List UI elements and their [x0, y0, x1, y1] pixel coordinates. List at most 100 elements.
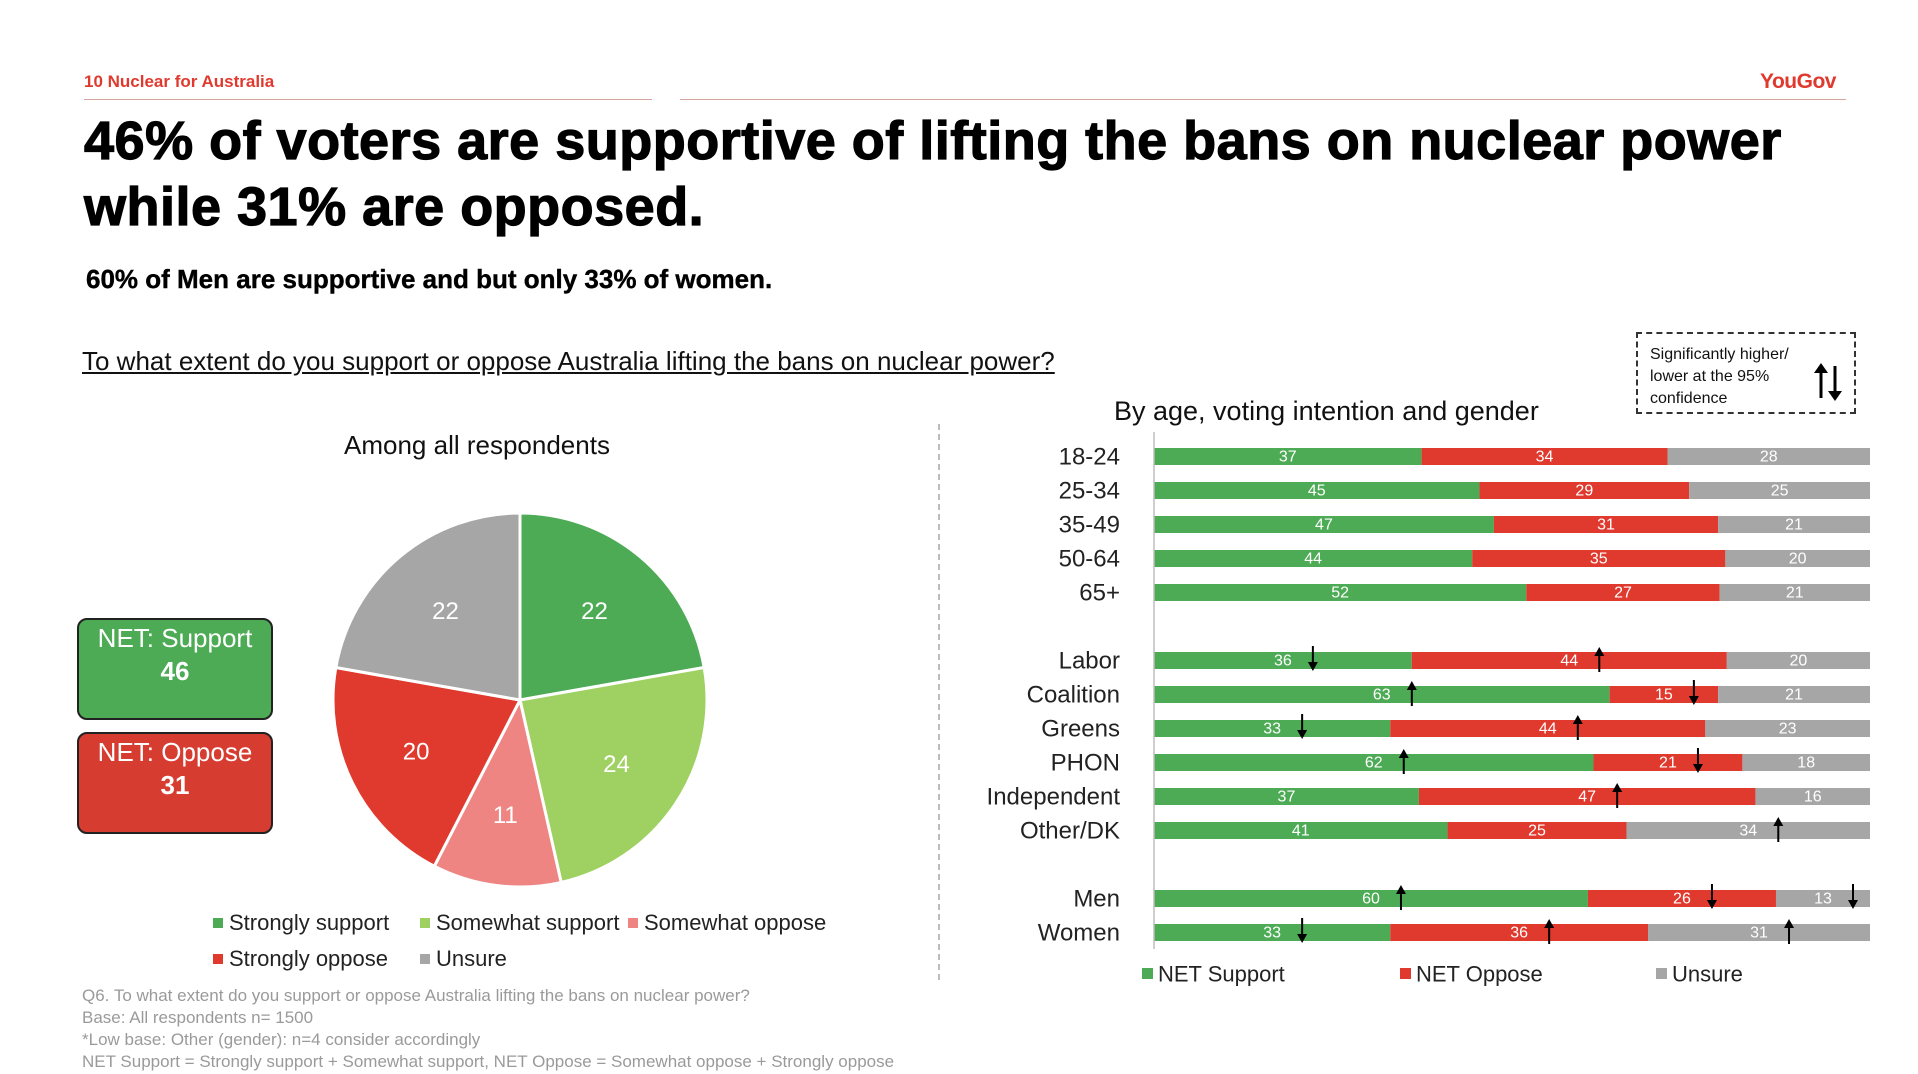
pie-chart: 22 24 11 20 22: [331, 511, 709, 889]
bar-value-label: 60: [1362, 891, 1380, 908]
bar-segment-net-oppose: [1526, 584, 1720, 601]
bar-row-label: 35-49: [1059, 512, 1120, 539]
pie-legend-item-strongly-support: Strongly support: [213, 910, 389, 936]
legend-label: NET Oppose: [1416, 962, 1543, 987]
bar-segment-net-support: [1154, 924, 1391, 941]
bar-value-label: 29: [1575, 483, 1593, 500]
bar-row-label: Coalition: [1027, 682, 1120, 709]
bar-segment-net-oppose: [1390, 720, 1706, 737]
yougov-logo: YouGov: [1760, 70, 1836, 93]
pie-label-strongly-support: 22: [581, 598, 608, 625]
bar-value-label: 25: [1771, 483, 1789, 500]
bar-value-label: 34: [1536, 449, 1554, 466]
legend-swatch: [1656, 968, 1667, 979]
legend-label: Somewhat oppose: [644, 910, 827, 935]
legend-swatch: [213, 918, 223, 928]
bar-segment-unsure: [1689, 482, 1870, 499]
bar-value-label: 31: [1750, 925, 1768, 942]
net-support-box: NET: Support 46: [77, 618, 273, 720]
bar-value-label: 41: [1292, 823, 1310, 840]
bar-value-label: 36: [1510, 925, 1528, 942]
legend-swatch: [1142, 968, 1153, 979]
bar-segment-net-oppose: [1411, 652, 1727, 669]
footnote-line: Q6. To what extent do you support or opp…: [82, 986, 750, 1005]
bar-segment-unsure: [1719, 584, 1870, 601]
header-rule-left: [84, 99, 652, 100]
footnote-line: NET Support = Strongly support + Somewha…: [82, 1052, 895, 1071]
significance-arrow-up-icon: [1773, 817, 1784, 842]
bar-segment-net-oppose: [1390, 924, 1649, 941]
pie-label-somewhat-oppose: 11: [493, 802, 518, 829]
bar-segment-unsure: [1626, 822, 1870, 839]
bar-segment-net-support: [1154, 720, 1391, 737]
legend-label: NET Support: [1158, 962, 1285, 987]
legend-swatch: [1400, 968, 1411, 979]
significance-arrow-down-icon: [1297, 918, 1308, 943]
bar-legend-item-unsure: Unsure: [1656, 962, 1743, 987]
bar-legend-item-net-oppose: NET Oppose: [1400, 962, 1543, 987]
significance-arrow-up-icon: [1572, 715, 1583, 740]
bar-value-label: 33: [1263, 925, 1281, 942]
footnote-line: Base: All respondents n= 1500: [82, 1008, 314, 1027]
bar-row-label: 65+: [1079, 580, 1120, 607]
bar-value-label: 33: [1263, 721, 1281, 738]
bar-segment-net-support: [1154, 448, 1422, 465]
significance-note-text: Significantly higher/ lower at the 95% c…: [1650, 346, 1789, 407]
pie-legend-item-somewhat-support: Somewhat support: [420, 910, 619, 936]
bar-legend-item-net-support: NET Support: [1142, 962, 1285, 987]
section-label: 10 Nuclear for Australia: [84, 72, 275, 91]
bar-segment-unsure: [1726, 652, 1870, 669]
pie-slice-somewhat-support: [518, 665, 709, 885]
significance-arrow-up-icon: [1406, 681, 1417, 706]
bar-value-label: 20: [1789, 551, 1807, 568]
bar-segment-net-oppose: [1479, 482, 1690, 499]
bar-value-label: 63: [1373, 687, 1391, 704]
pie-label-somewhat-support: 24: [603, 751, 630, 778]
bar-row-label: Women: [1038, 920, 1120, 947]
significance-arrow-up-icon: [1612, 783, 1623, 808]
pie-chart-title: Among all respondents: [344, 430, 610, 460]
legend-swatch: [420, 954, 430, 964]
bar-segment-net-oppose: [1493, 516, 1719, 533]
bar-segment-net-support: [1154, 788, 1419, 805]
stacked-bar-chart: 18-24 37 34 28 25-34 45 29 25 35-49 47 31 21 50-64 44…: [987, 432, 1870, 987]
bar-chart-title: By age, voting intention and gender: [1114, 396, 1539, 426]
bar-segment-unsure: [1755, 788, 1870, 805]
up-down-arrows-icon: [1814, 363, 1842, 401]
bar-segment-net-oppose: [1593, 754, 1743, 771]
significance-arrow-down-icon: [1706, 884, 1717, 909]
bar-value-label: 44: [1539, 721, 1557, 738]
legend-swatch: [213, 954, 223, 964]
pie-slice-strongly-oppose: [331, 665, 523, 869]
bar-value-label: 15: [1655, 687, 1673, 704]
bar-value-label: 31: [1597, 517, 1615, 534]
bar-segment-unsure: [1725, 550, 1870, 567]
bar-segment-unsure: [1705, 720, 1870, 737]
bar-value-label: 47: [1578, 789, 1596, 806]
bar-row-label: Independent: [987, 784, 1121, 811]
net-support-value: 46: [160, 656, 190, 686]
legend-label: Strongly oppose: [229, 946, 388, 971]
bar-value-label: 44: [1560, 653, 1578, 670]
bar-value-label: 21: [1786, 585, 1804, 602]
bar-row-label: 50-64: [1059, 546, 1120, 573]
bar-value-label: 45: [1308, 483, 1326, 500]
bar-value-label: 47: [1315, 517, 1333, 534]
significance-note: Significantly higher/ lower at the 95% c…: [1636, 332, 1856, 414]
page-subheadline: 60% of Men are supportive and but only 3…: [86, 264, 773, 294]
legend-swatch: [420, 918, 430, 928]
pie-legend-item-unsure: Unsure: [420, 946, 507, 972]
bar-row-label: PHON: [1051, 750, 1120, 777]
legend-label: Somewhat support: [436, 910, 620, 935]
pie-label-strongly-oppose: 20: [403, 738, 430, 765]
bar-value-label: 16: [1804, 789, 1822, 806]
bar-segment-net-oppose: [1421, 448, 1668, 465]
bar-segment-unsure: [1718, 516, 1870, 533]
bar-row-label: 18-24: [1059, 444, 1120, 471]
footnotes: Q6. To what extent do you support or opp…: [82, 985, 894, 1073]
net-oppose-label: NET: Oppose: [97, 737, 253, 767]
bar-segment-net-support: [1154, 754, 1594, 771]
bar-segment-net-support: [1154, 550, 1473, 567]
bar-value-label: 27: [1614, 585, 1632, 602]
pie-label-unsure: 22: [432, 598, 459, 625]
